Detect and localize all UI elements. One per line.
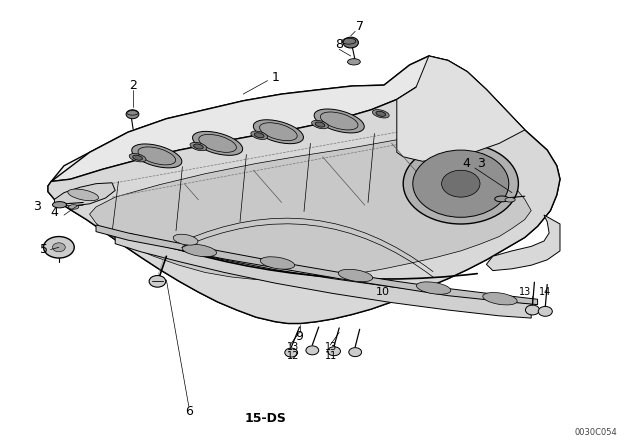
FancyArrowPatch shape bbox=[182, 218, 433, 271]
Polygon shape bbox=[51, 56, 448, 181]
Ellipse shape bbox=[182, 244, 216, 257]
Text: 7: 7 bbox=[356, 20, 364, 34]
Text: 13: 13 bbox=[287, 342, 299, 352]
Polygon shape bbox=[48, 56, 560, 323]
Text: 13: 13 bbox=[325, 342, 337, 352]
Ellipse shape bbox=[68, 189, 99, 201]
Circle shape bbox=[44, 237, 74, 258]
Ellipse shape bbox=[312, 121, 328, 129]
Text: 13: 13 bbox=[518, 287, 531, 297]
Text: 4: 4 bbox=[51, 206, 58, 220]
Ellipse shape bbox=[68, 205, 79, 209]
Ellipse shape bbox=[495, 196, 509, 202]
Text: 6: 6 bbox=[185, 405, 193, 418]
Ellipse shape bbox=[52, 202, 67, 208]
Ellipse shape bbox=[253, 120, 303, 144]
Ellipse shape bbox=[348, 59, 360, 65]
Circle shape bbox=[306, 346, 319, 355]
Circle shape bbox=[52, 243, 65, 252]
Polygon shape bbox=[397, 56, 525, 161]
Circle shape bbox=[413, 150, 509, 217]
Text: 10: 10 bbox=[376, 287, 390, 297]
Text: 5: 5 bbox=[40, 243, 47, 256]
Ellipse shape bbox=[193, 131, 243, 155]
Circle shape bbox=[403, 143, 518, 224]
Text: 2: 2 bbox=[129, 78, 137, 92]
Circle shape bbox=[126, 110, 139, 119]
Ellipse shape bbox=[417, 282, 451, 294]
Ellipse shape bbox=[260, 257, 294, 269]
Circle shape bbox=[349, 348, 362, 357]
Circle shape bbox=[525, 305, 540, 315]
Polygon shape bbox=[96, 225, 538, 305]
Text: 9: 9 bbox=[296, 329, 303, 343]
Text: 11: 11 bbox=[325, 351, 337, 361]
Text: 3: 3 bbox=[33, 200, 41, 214]
Circle shape bbox=[442, 170, 480, 197]
Ellipse shape bbox=[372, 110, 389, 118]
Ellipse shape bbox=[129, 154, 146, 162]
Ellipse shape bbox=[254, 133, 264, 138]
Text: 3: 3 bbox=[477, 157, 485, 170]
Polygon shape bbox=[115, 233, 531, 318]
Text: 12: 12 bbox=[287, 351, 299, 361]
Text: 14: 14 bbox=[539, 287, 552, 297]
FancyArrowPatch shape bbox=[182, 224, 433, 277]
Polygon shape bbox=[486, 215, 560, 271]
Circle shape bbox=[328, 347, 340, 356]
Ellipse shape bbox=[251, 131, 268, 139]
Ellipse shape bbox=[193, 144, 204, 149]
Polygon shape bbox=[54, 183, 115, 206]
Text: 4: 4 bbox=[462, 157, 470, 170]
Text: 8: 8 bbox=[335, 38, 343, 52]
Ellipse shape bbox=[190, 142, 207, 151]
Text: 1: 1 bbox=[271, 70, 279, 84]
Ellipse shape bbox=[339, 269, 372, 282]
Ellipse shape bbox=[505, 198, 515, 202]
Ellipse shape bbox=[315, 122, 325, 127]
Circle shape bbox=[343, 37, 358, 48]
Circle shape bbox=[149, 276, 166, 287]
Ellipse shape bbox=[173, 234, 198, 245]
Ellipse shape bbox=[314, 109, 364, 133]
Circle shape bbox=[285, 348, 298, 357]
Ellipse shape bbox=[376, 111, 386, 116]
FancyArrowPatch shape bbox=[131, 234, 477, 279]
Ellipse shape bbox=[132, 155, 143, 160]
Ellipse shape bbox=[132, 144, 182, 168]
Polygon shape bbox=[90, 130, 531, 280]
Circle shape bbox=[538, 306, 552, 316]
Text: 15-DS: 15-DS bbox=[244, 412, 287, 426]
Ellipse shape bbox=[483, 293, 517, 305]
Polygon shape bbox=[48, 60, 560, 323]
Text: 0030C054: 0030C054 bbox=[575, 428, 618, 437]
